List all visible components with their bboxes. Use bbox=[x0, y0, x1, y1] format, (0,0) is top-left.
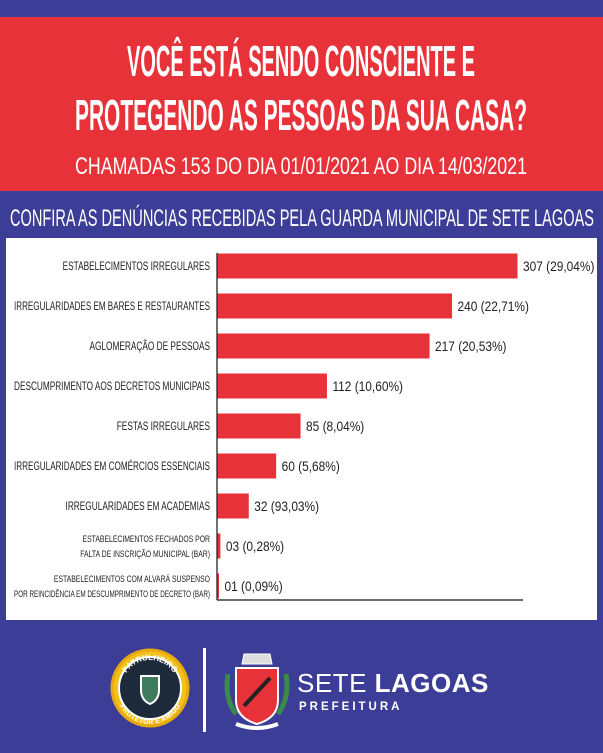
bar bbox=[217, 533, 221, 559]
bar bbox=[217, 493, 249, 519]
shield-icon bbox=[140, 675, 160, 706]
bar bbox=[217, 413, 301, 439]
data-label: 112 (10,60%) bbox=[332, 378, 403, 394]
coat-of-arms-icon bbox=[224, 653, 290, 730]
category-label: DESCUMPRIMENTO AOS DECRETOS MUNICIPAIS bbox=[14, 381, 210, 393]
bar bbox=[217, 253, 518, 279]
bar bbox=[217, 573, 219, 599]
category-label: FALTA DE INSCRIÇÃO MUNICIPAL (BAR) bbox=[80, 549, 210, 560]
brand-bold: LAGOAS bbox=[374, 668, 489, 698]
category-label: IRREGULARIDADES EM ACADEMIAS bbox=[66, 501, 211, 513]
section-title: CONFIRA AS DENÚNCIAS RECEBIDAS PELA GUAR… bbox=[10, 205, 594, 232]
category-label: AGLOMERAÇÃO DE PESSOAS bbox=[89, 340, 210, 353]
category-label: IRREGULARIDADES EM COMÉRCIOS ESSENCIAIS bbox=[14, 460, 210, 473]
data-label: 217 (20,53%) bbox=[435, 338, 506, 354]
guard-badge-logo: PATRULHEIRO PROTETOR E AMIGO bbox=[110, 648, 190, 728]
data-label: 307 (29,04%) bbox=[523, 258, 594, 274]
bar bbox=[217, 293, 453, 319]
brand-sub: PREFEITURA bbox=[299, 701, 403, 713]
category-label: ESTABELECIMENTOS COM ALVARÁ SUSPENSO bbox=[54, 574, 210, 585]
header: VOCÊ ESTÁ SENDO CONSCIENTE E PROTEGENDO … bbox=[0, 0, 603, 232]
bar bbox=[217, 333, 430, 359]
sete-lagoas-brand: SETE LAGOAS PREFEITURA bbox=[297, 668, 489, 713]
bar bbox=[217, 373, 327, 399]
headline-subtitle: CHAMADAS 153 DO DIA 01/01/2021 AO DIA 14… bbox=[75, 153, 527, 180]
headline-line-1: VOCÊ ESTÁ SENDO CONSCIENTE E bbox=[127, 36, 475, 86]
bar-chart: 307 (29,04%) ESTABELECIMENTOS IRREGULARES… bbox=[14, 253, 594, 601]
data-label: 32 (93,03%) bbox=[254, 498, 319, 514]
category-label: ESTABELECIMENTOS IRREGULARES bbox=[63, 261, 211, 273]
data-label: 85 (8,04%) bbox=[306, 418, 364, 434]
data-label: 01 (0,09%) bbox=[225, 578, 283, 594]
chart-panel: 307 (29,04%) ESTABELECIMENTOS IRREGULARES… bbox=[6, 238, 597, 620]
category-label: ESTABELECIMENTOS FECHADOS POR bbox=[83, 534, 211, 545]
data-label: 03 (0,28%) bbox=[226, 538, 284, 554]
category-label: FESTAS IRREGULARES bbox=[117, 421, 210, 433]
top-strip bbox=[0, 0, 603, 17]
category-label: POR REINCIDÊNCIA EM DESCUMPRIMENTO DE DE… bbox=[14, 589, 210, 600]
bar bbox=[217, 453, 277, 479]
data-label: 240 (22,71%) bbox=[458, 298, 529, 314]
logo-divider bbox=[203, 648, 206, 732]
category-label: IRREGULARIDADES EM BARES E RESTAURANTES bbox=[14, 301, 210, 313]
headline-line-2: PROTEGENDO AS PESSOAS DA SUA CASA? bbox=[75, 91, 527, 140]
brand-light: SETE bbox=[297, 668, 375, 698]
data-label: 60 (5,68%) bbox=[282, 458, 340, 474]
hero-banner bbox=[0, 17, 603, 191]
